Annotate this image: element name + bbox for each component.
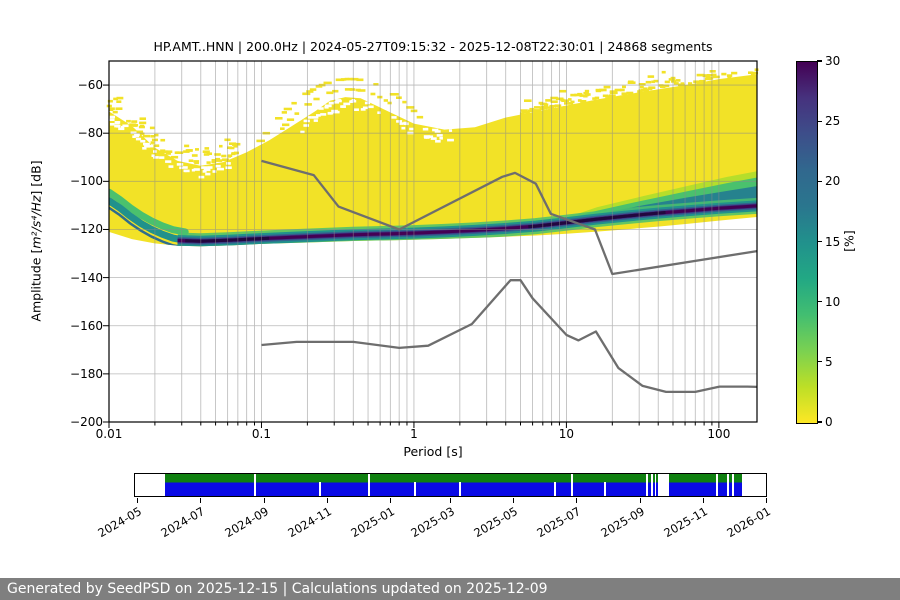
colorbar-tick-mark (817, 361, 822, 363)
timeline-tick-mark (450, 498, 452, 503)
coverage-gap (727, 474, 729, 496)
footer-bar: Generated by SeedPSD on 2025-12-15 | Cal… (0, 578, 900, 600)
timeline-tick-mark (703, 498, 705, 503)
timeline-tick-mark (326, 498, 328, 503)
ppsd-plot-area (103, 60, 759, 428)
coverage-gap (646, 474, 648, 496)
y-tick-label: −80 (77, 126, 103, 141)
colorbar-tick-label: 25 (825, 114, 841, 129)
colorbar-tick-mark (817, 60, 822, 62)
y-axis-label-suffix: ] [dB] (28, 160, 44, 196)
timeline-tick-mark (766, 498, 767, 503)
timeline-tick-mark (576, 498, 578, 503)
x-axis-label: Period [s] (403, 444, 463, 459)
coverage-segment (164, 474, 743, 496)
timeline-tick-mark (389, 498, 391, 503)
timeline-tick-mark (263, 498, 265, 503)
colorbar-tick-label: 10 (825, 294, 841, 309)
y-tick-label: −160 (70, 318, 103, 333)
coverage-gap (658, 474, 669, 496)
ppsd-histogram-body (109, 74, 757, 247)
x-tick-label: 1 (410, 427, 418, 441)
y-tick-label: −140 (70, 270, 103, 285)
colorbar-tick-mark (817, 240, 822, 243)
colorbar-tick-mark (817, 421, 822, 423)
colorbar-tick-label: 30 (825, 54, 841, 68)
timeline-tick-label: 2024-07 (157, 504, 207, 541)
colorbar-tick-mark (817, 301, 822, 303)
nlnm-curve (261, 279, 758, 394)
coverage-gap (414, 482, 416, 496)
timeline-tick-mark (513, 498, 515, 503)
colorbar (796, 61, 818, 424)
coverage-gap (732, 474, 734, 496)
timeline-tick-mark (136, 498, 138, 503)
x-tick-label: 0.1 (251, 427, 272, 441)
y-axis-label-units: m²/s⁴/Hz (28, 195, 44, 249)
axis-ticks (103, 84, 720, 428)
timeline-tick-label: 2025-05 (471, 504, 521, 541)
timeline-tick-label: 2024-09 (221, 504, 271, 541)
y-axis-label: Amplitude [m²/s⁴/Hz] [dB] (29, 160, 44, 321)
y-tick-label: −120 (70, 222, 103, 237)
y-tick-label: −100 (70, 174, 103, 189)
x-tick-label: 100 (707, 427, 731, 441)
coverage-gap (368, 474, 370, 496)
nhnm-curve (261, 159, 758, 276)
timeline-tick-label: 2024-11 (284, 504, 334, 541)
timeline-tick-label: 2024-05 (95, 504, 144, 541)
x-tick-label: 10 (558, 427, 575, 441)
y-axis-label-prefix: Amplitude [ (28, 248, 44, 322)
timeline-tick-mark (199, 498, 201, 503)
grid (108, 61, 757, 422)
y-tick-label: −180 (70, 366, 103, 381)
footer-text: Generated by SeedPSD on 2025-12-15 | Cal… (7, 581, 548, 597)
colorbar-tick-label: 15 (825, 234, 841, 249)
coverage-gap (254, 474, 256, 496)
plot-border (108, 60, 758, 423)
timeline-tick-label: 2025-01 (347, 504, 397, 541)
colorbar-tick-mark (817, 180, 822, 182)
colorbar-tick-label: 5 (825, 354, 833, 369)
coverage-gap (654, 474, 657, 496)
plot-title: HP.AMT..HNN | 200.0Hz | 2024-05-27T09:15… (153, 39, 713, 54)
timeline-tick-label: 2025-03 (408, 504, 458, 541)
coverage-gap (716, 474, 718, 496)
timeline-tick-label: 2025-09 (598, 504, 648, 541)
y-tick-label: −200 (70, 415, 103, 429)
timeline-tick-label: 2026-01 (724, 504, 773, 541)
x-tick-label: 0.01 (95, 427, 123, 441)
coverage-gap (554, 482, 556, 496)
y-tick-label: −60 (77, 78, 103, 93)
colorbar-tick-label: 20 (825, 174, 841, 189)
coverage-gap (571, 474, 573, 496)
colorbar-label: [%] (841, 230, 857, 252)
timeline-tick-label: 2025-07 (534, 504, 584, 541)
coverage-gap (459, 482, 461, 496)
data-availability-bar (134, 473, 767, 497)
timeline-tick-mark (640, 498, 642, 503)
coverage-gap (319, 482, 321, 496)
colorbar-tick-mark (817, 120, 822, 122)
colorbar-tick-label: 0 (825, 415, 833, 429)
timeline-tick-label: 2025-11 (661, 504, 711, 541)
coverage-gap (651, 474, 653, 496)
coverage-gap (604, 482, 606, 496)
